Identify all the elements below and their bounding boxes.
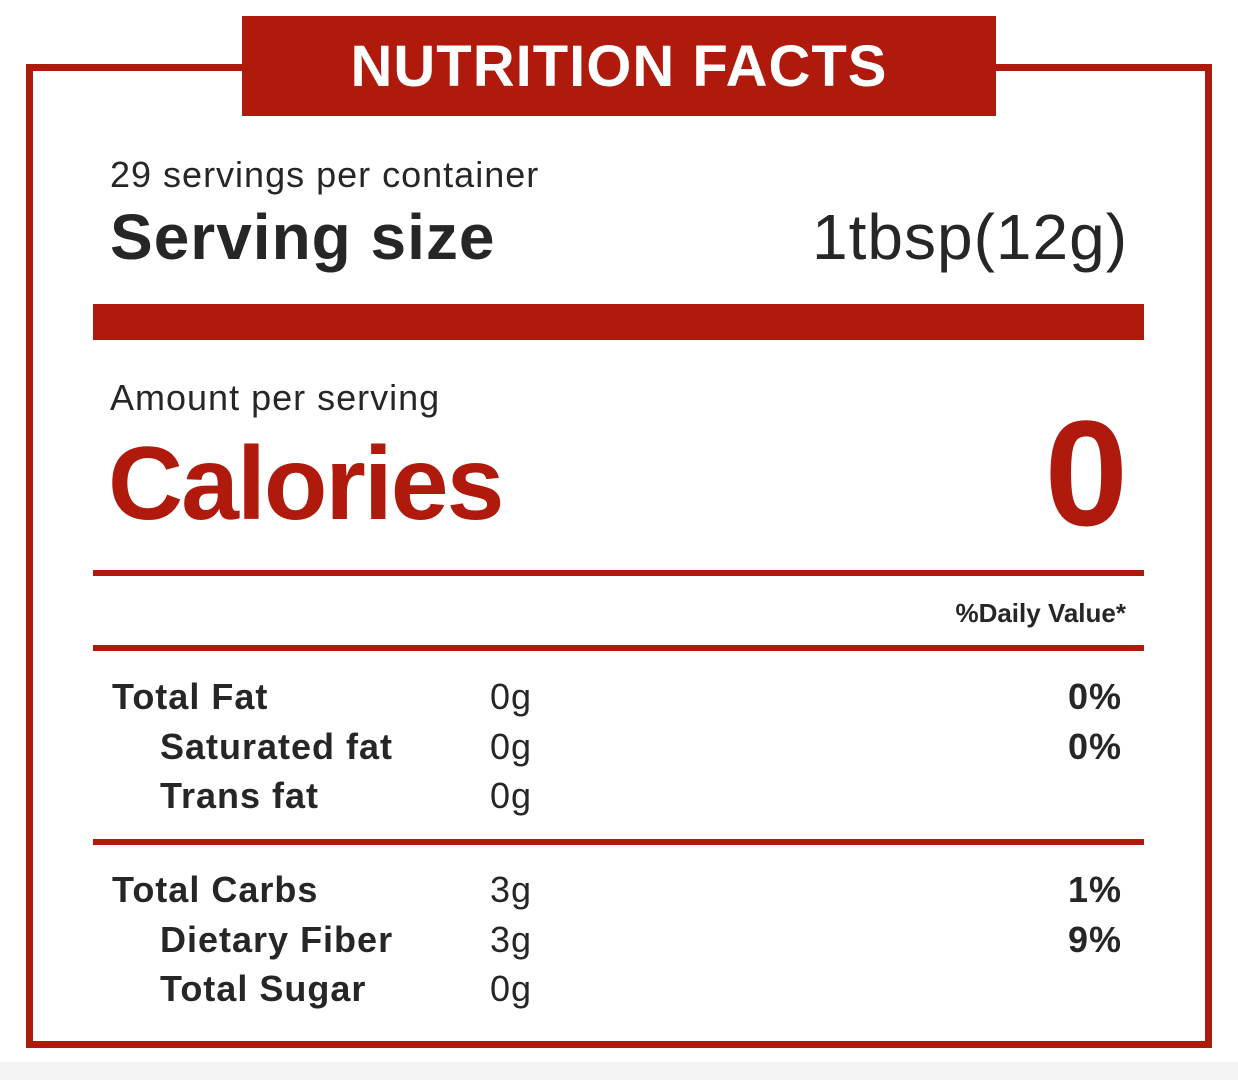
- serving-size-value: 1tbsp(12g): [812, 201, 1128, 273]
- nutrient-row-trans-fat: Trans fat 0g: [0, 773, 1238, 819]
- nutrient-amount: 0g: [490, 726, 533, 767]
- nutrient-row-total-carbs: Total Carbs 3g 1%: [0, 867, 1238, 913]
- nutrient-row-saturated-fat: Saturated fat 0g 0%: [0, 724, 1238, 770]
- calories-value: 0: [1044, 389, 1128, 557]
- nutrient-label: Saturated fat: [160, 726, 394, 767]
- nutrient-daily-value: 1%: [1067, 869, 1122, 910]
- nutrient-amount: 0g: [490, 676, 533, 717]
- nutrient-label: Total Fat: [112, 676, 269, 717]
- title-banner: NUTRITION FACTS: [242, 16, 996, 116]
- nutrient-daily-value: 9%: [1067, 919, 1122, 960]
- servings-per-container: 29 servings per container: [110, 154, 540, 195]
- nutrient-amount: 0g: [490, 775, 533, 816]
- serving-size-label: Serving size: [110, 201, 496, 273]
- nutrient-row-dietary-fiber: Dietary Fiber 3g 9%: [0, 917, 1238, 963]
- nutrient-label: Dietary Fiber: [160, 919, 394, 960]
- divider: [93, 645, 1144, 651]
- nutrient-label: Total Carbs: [112, 869, 319, 910]
- nutrient-row-total-sugar: Total Sugar 0g: [0, 966, 1238, 1012]
- daily-value-header: %Daily Value*: [955, 598, 1126, 628]
- page-title: NUTRITION FACTS: [350, 33, 888, 99]
- thick-divider: [93, 304, 1144, 340]
- nutrient-amount: 3g: [490, 869, 533, 910]
- nutrient-daily-value: 0%: [1067, 676, 1122, 717]
- nutrient-amount: 3g: [490, 919, 533, 960]
- divider: [93, 570, 1144, 576]
- divider: [93, 839, 1144, 845]
- nutrient-row-total-fat: Total Fat 0g 0%: [0, 674, 1238, 720]
- nutrient-label: Trans fat: [160, 775, 320, 816]
- amount-per-serving-label: Amount per serving: [110, 377, 441, 418]
- nutrient-daily-value: 0%: [1067, 726, 1122, 767]
- nutrient-amount: 0g: [490, 968, 533, 1009]
- nutrient-label: Total Sugar: [160, 968, 367, 1009]
- calories-label: Calories: [108, 426, 504, 542]
